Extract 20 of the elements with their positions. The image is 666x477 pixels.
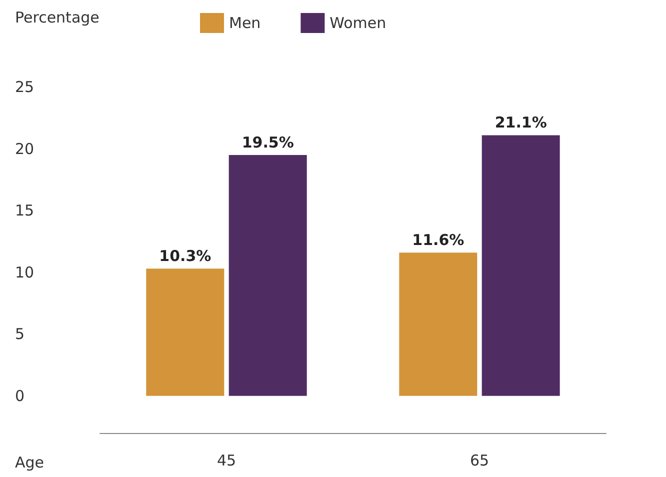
y-tick-label: 15 <box>15 202 34 220</box>
bar <box>146 268 224 396</box>
data-label: 19.5% <box>242 133 294 152</box>
y-tick-label: 20 <box>15 140 34 158</box>
bar <box>482 135 560 396</box>
y-tick-label: 10 <box>15 263 34 282</box>
x-tick-label: 65 <box>470 452 490 470</box>
y-axis-title: Percentage <box>15 8 100 26</box>
y-tick-label: 25 <box>15 78 34 96</box>
x-tick-label: 45 <box>216 452 236 470</box>
bar <box>228 154 307 396</box>
data-label: 11.6% <box>412 231 464 250</box>
bar <box>399 252 478 396</box>
legend-label: Women <box>330 14 386 32</box>
x-axis-title: Age <box>15 454 44 472</box>
y-tick-label: 5 <box>15 325 25 344</box>
data-label: 10.3% <box>159 247 212 266</box>
data-label: 21.1% <box>494 114 547 132</box>
legend-label: Men <box>229 14 261 32</box>
y-tick-label: 0 <box>15 386 25 405</box>
